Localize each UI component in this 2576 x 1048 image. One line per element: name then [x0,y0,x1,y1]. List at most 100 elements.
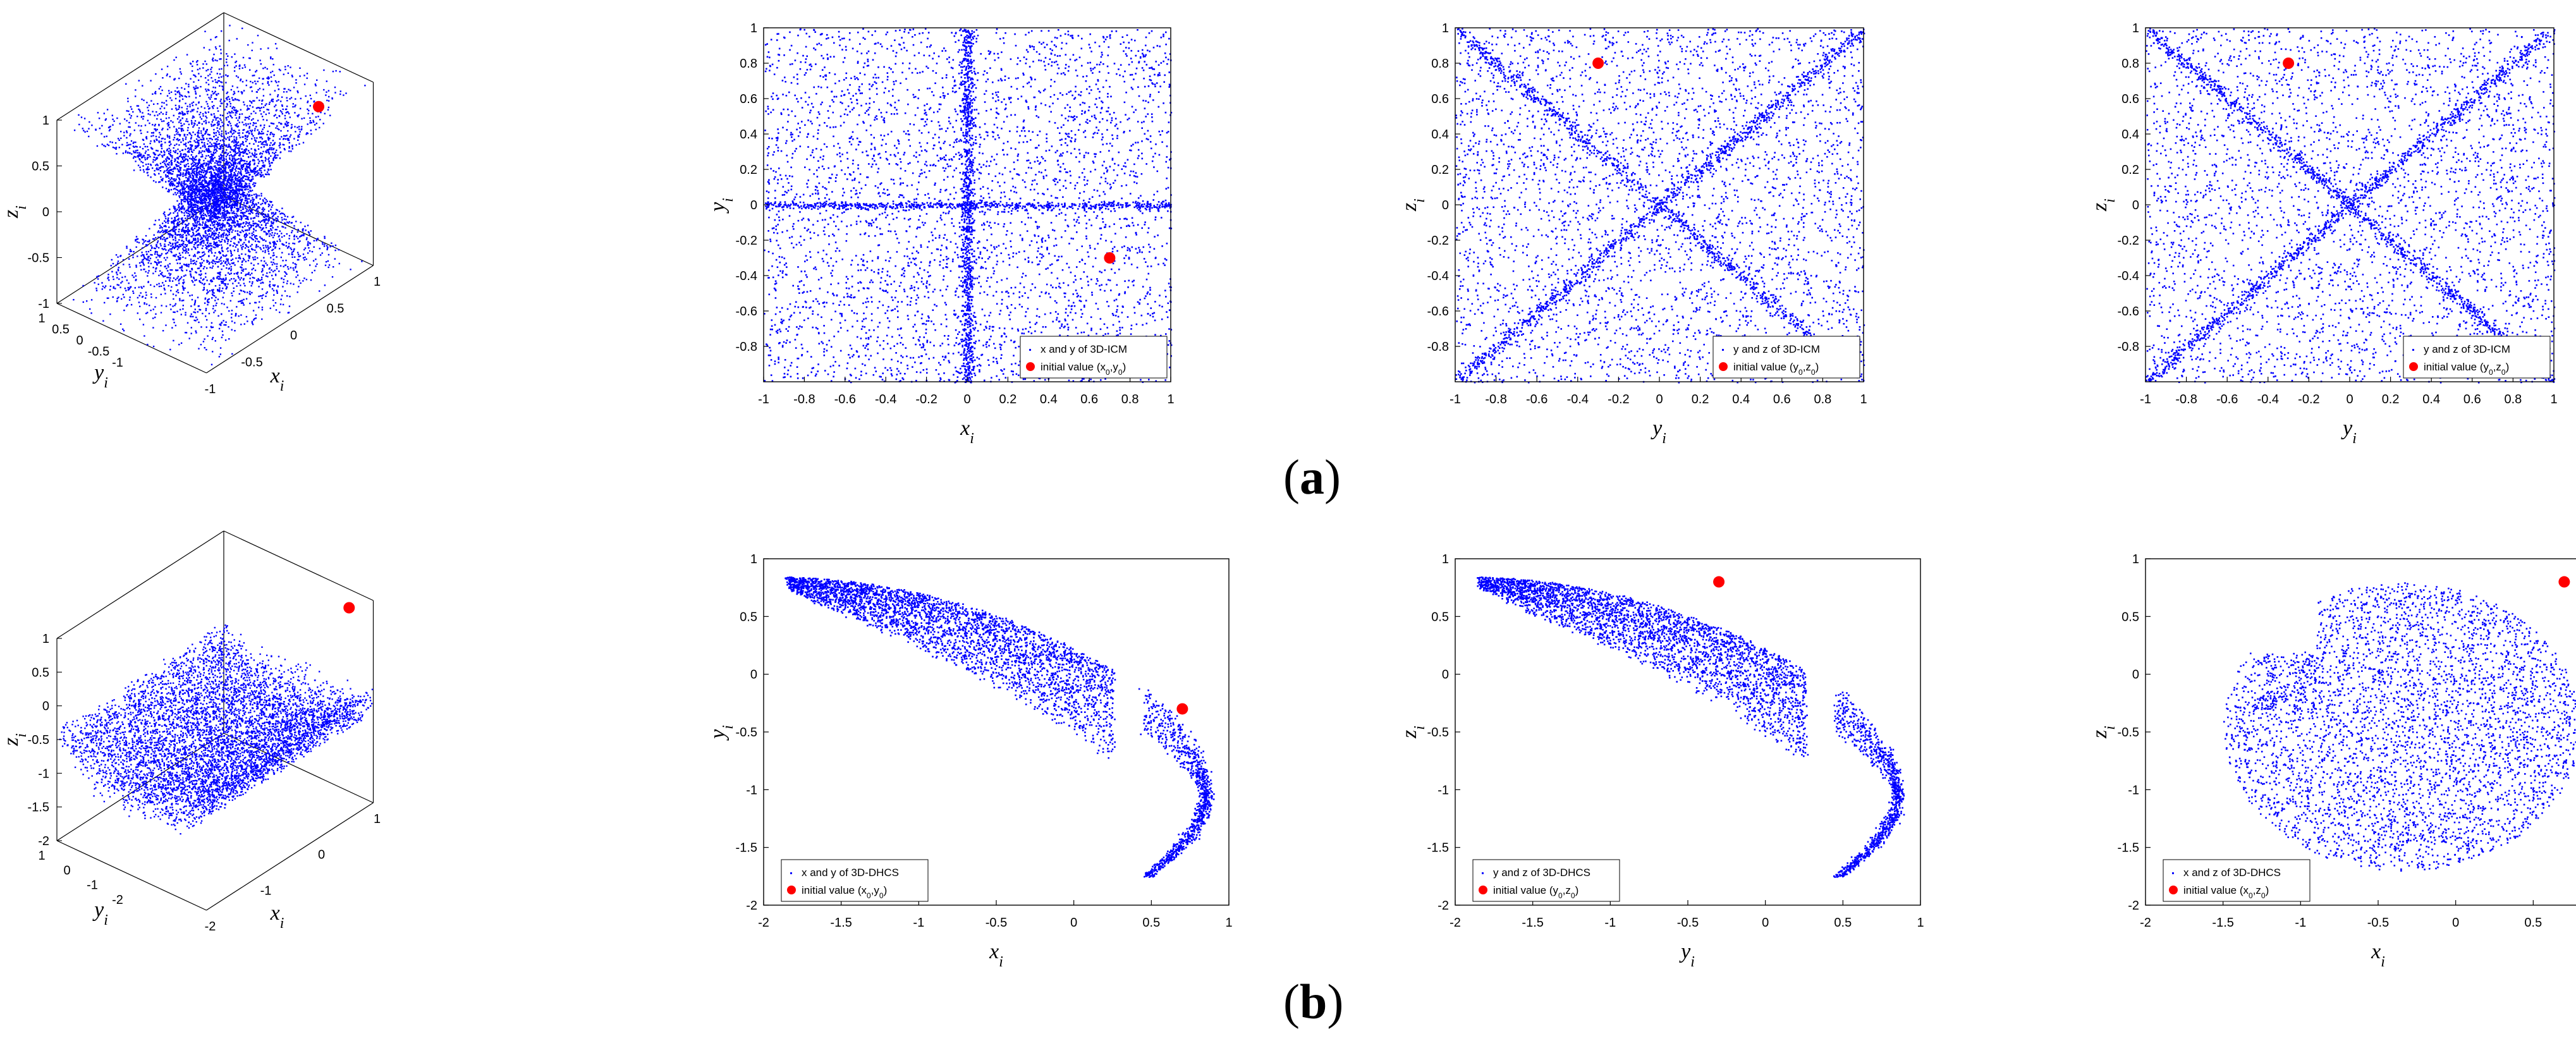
data-point [182,234,184,236]
data-point [260,260,262,262]
data-point [254,240,257,242]
data-point [191,190,193,192]
data-point [140,125,142,127]
data-point [241,264,243,266]
data-point [214,252,216,254]
data-point [217,93,219,95]
data-point [221,193,224,195]
data-point [139,111,142,113]
data-point [201,183,204,185]
data-point [279,213,281,215]
data-point [200,111,202,114]
data-point [118,267,119,269]
data-point [216,173,219,175]
data-point [300,107,302,109]
data-point [223,303,225,305]
data-point [281,219,283,221]
data-point [156,128,158,131]
data-point [157,114,159,116]
data-point [147,166,149,168]
data-point [224,274,227,276]
data-point [177,215,179,217]
data-point [219,199,222,202]
data-point [204,146,206,149]
data-point [224,195,226,197]
data-point [235,109,237,111]
data-point [189,188,192,190]
data-point [216,140,218,143]
data-point [130,286,131,288]
data-point [90,299,93,301]
data-point [219,114,221,116]
data-point [243,194,245,196]
data-point [206,129,208,131]
data-point [253,143,255,145]
data-point [219,324,221,326]
data-point [184,174,186,176]
data-point [89,308,91,310]
data-point [201,142,204,143]
data-point [218,123,220,126]
data-point [253,318,255,320]
data-point [175,295,177,296]
data-point [197,132,198,134]
data-point [89,121,90,123]
data-point [252,248,254,251]
data-point [261,288,264,290]
data-point [264,216,266,218]
data-point [245,135,247,137]
data-point [173,114,174,116]
data-point [207,106,209,107]
data-point [152,308,154,310]
data-point [302,228,303,231]
data-point [293,225,295,227]
data-point [156,284,158,286]
data-point [210,212,212,215]
data-point [205,190,207,192]
data-point [180,174,181,176]
data-point [250,86,252,88]
data-point [201,218,204,221]
data-point [247,188,249,190]
data-point [199,242,201,244]
data-point [169,141,171,143]
data-point [271,222,272,224]
data-point [272,271,274,272]
data-point [163,225,165,228]
data-point [178,252,181,254]
data-point [242,226,244,228]
data-point [231,353,233,355]
data-point [73,299,75,301]
data-point [195,104,197,106]
data-point [211,267,213,269]
data-point [200,256,202,258]
data-point [190,173,192,174]
data-point [199,116,202,118]
data-point [133,141,135,143]
data-point [173,239,174,241]
data-point [204,185,206,187]
data-point [239,197,241,200]
data-point [221,188,223,190]
data-point [241,168,243,170]
data-point [326,245,328,247]
data-point [255,122,257,125]
data-point [271,206,272,208]
data-point [195,147,198,149]
data-point [179,179,181,181]
data-point [253,137,255,139]
data-point [253,100,255,102]
data-point [186,250,188,253]
data-point [250,180,253,182]
data-point [211,171,212,174]
data-point [204,198,206,201]
data-point [267,158,269,161]
data-point [207,224,209,227]
data-point [212,351,214,353]
data-point [248,193,250,196]
data-point [170,250,172,252]
data-point [169,172,171,174]
data-point [164,243,166,245]
data-point [240,209,242,212]
data-point [195,138,198,140]
